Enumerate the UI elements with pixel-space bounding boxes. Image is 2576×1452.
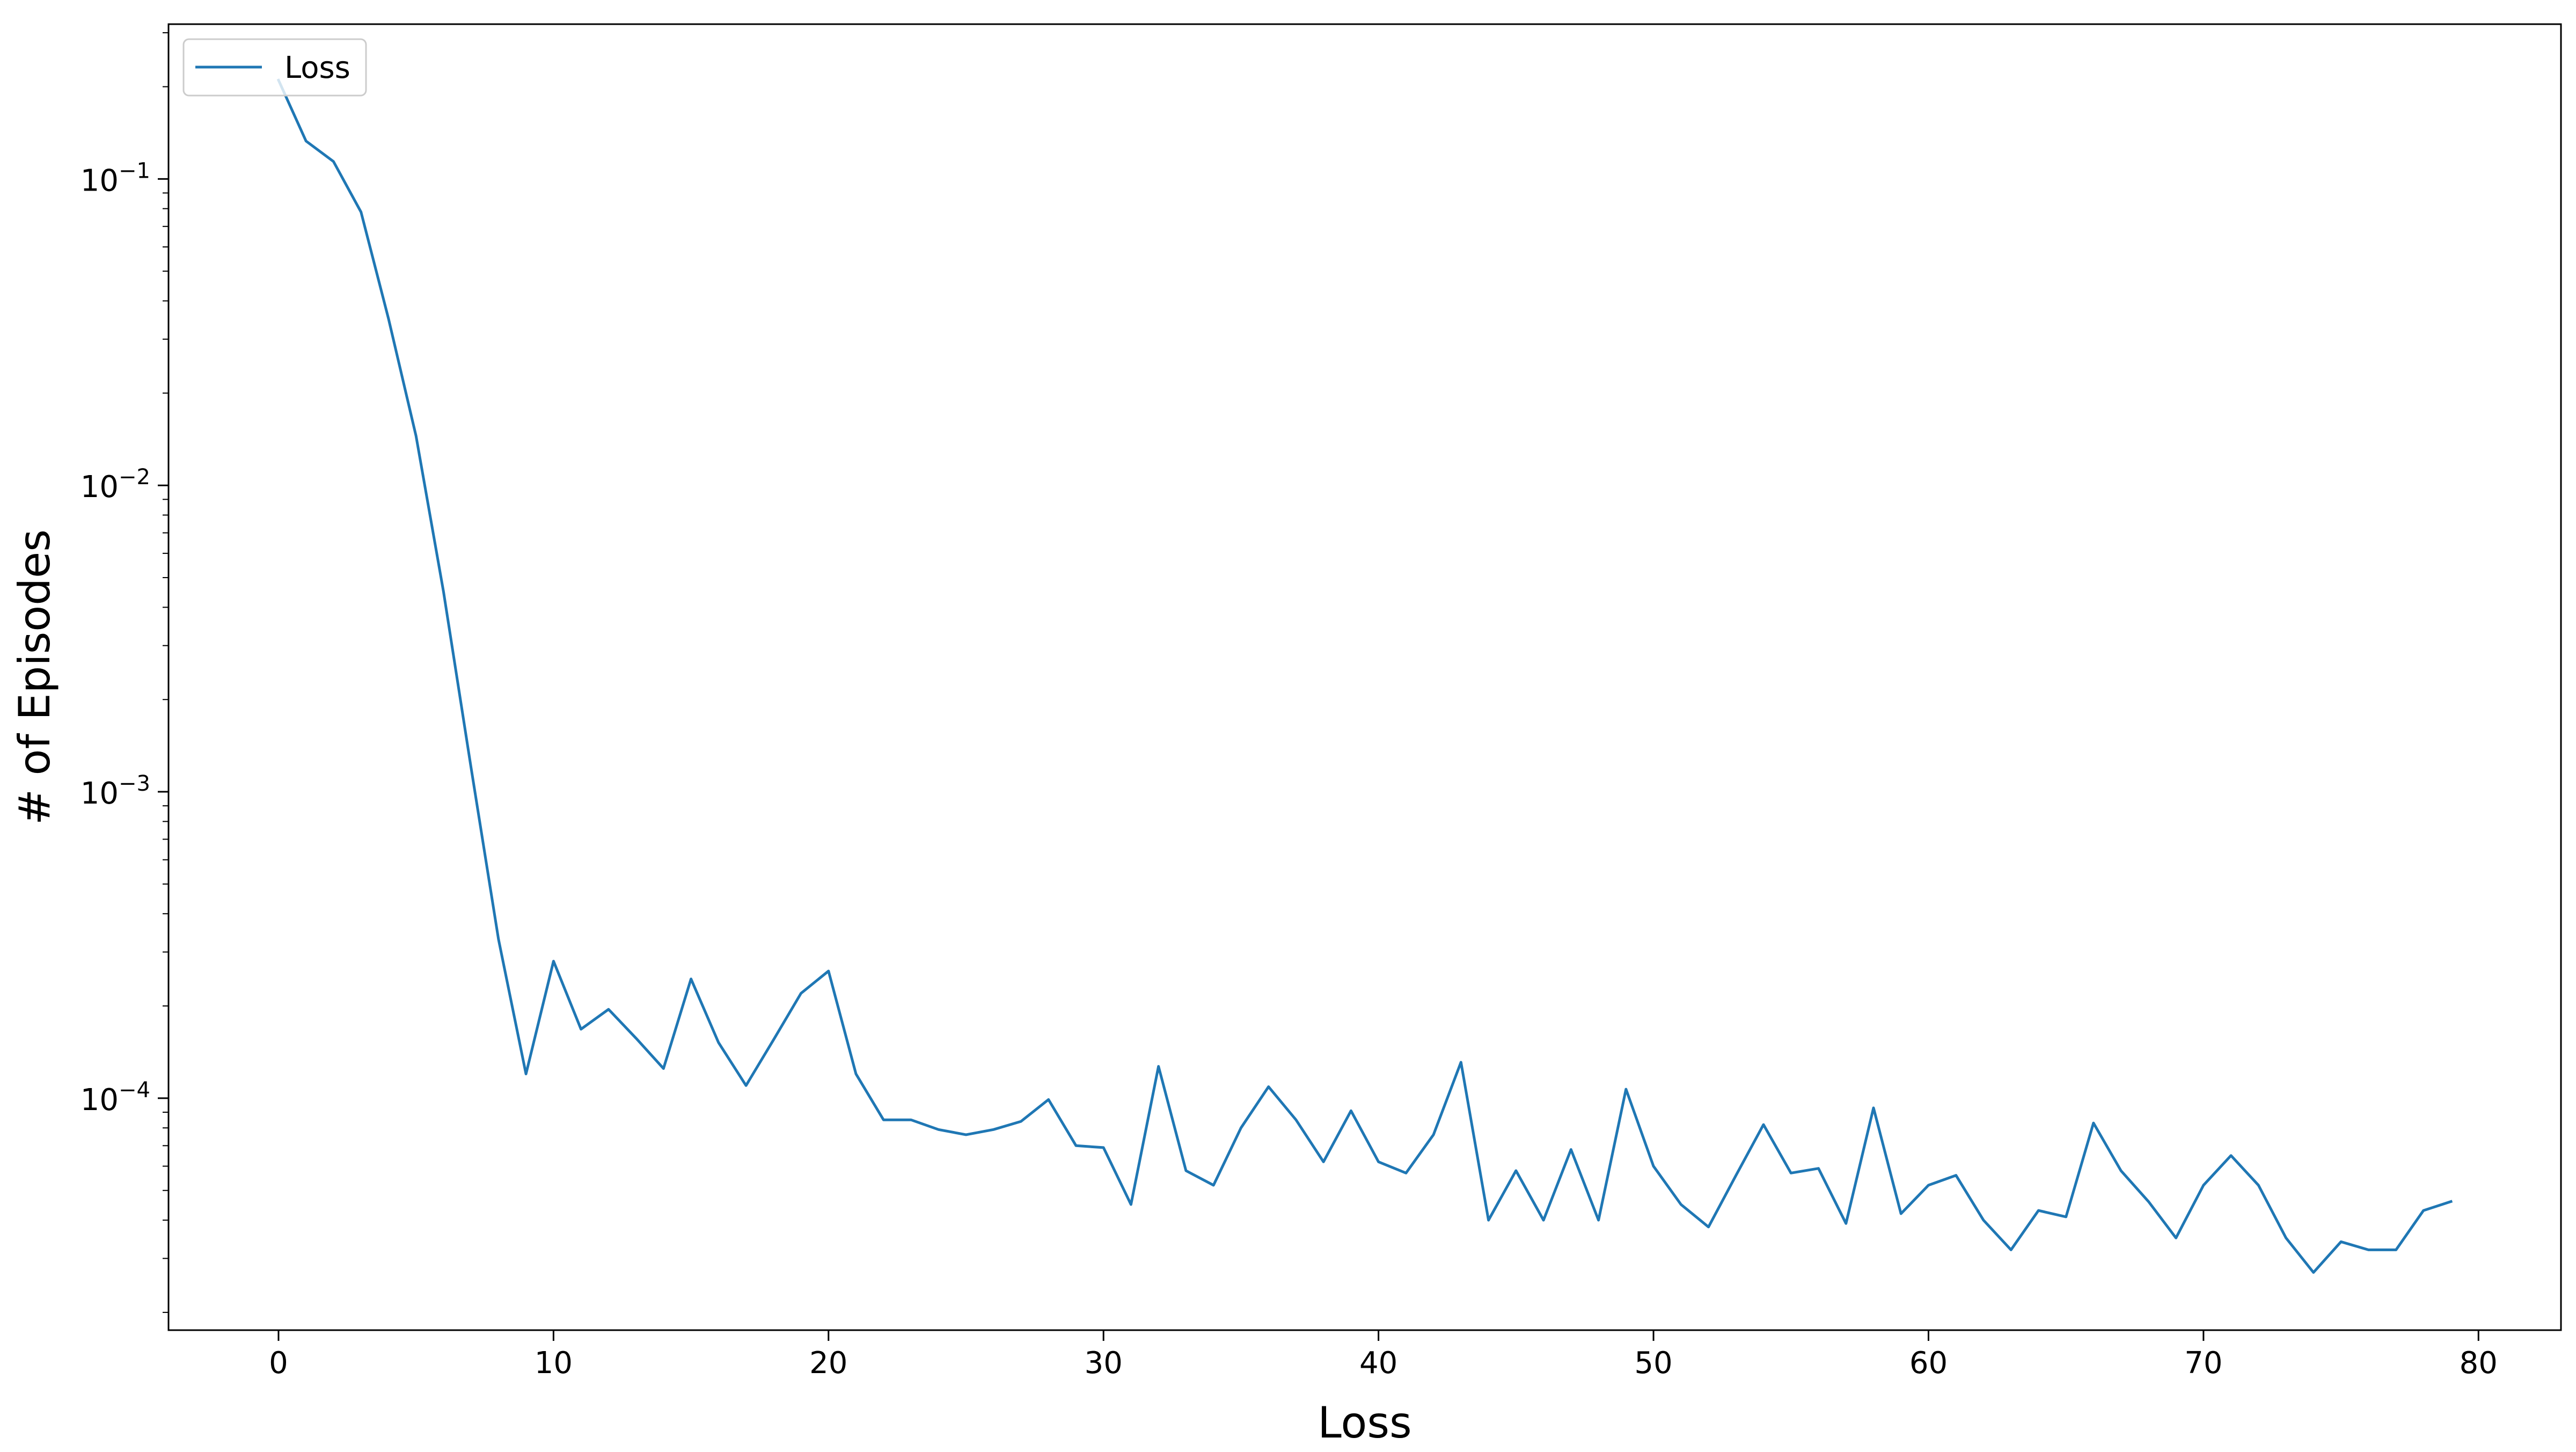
- series-layer: [276, 78, 2453, 1274]
- y-tick-label: 10−1: [80, 158, 150, 198]
- legend: Loss: [182, 38, 367, 97]
- plot-frame: [167, 23, 2562, 1331]
- x-tick-label: 0: [269, 1346, 288, 1381]
- series-line-loss: [276, 78, 2453, 1274]
- x-axis-label: Loss: [1318, 1398, 1411, 1448]
- x-tick-label: 60: [1909, 1346, 1948, 1381]
- x-tick-label: 10: [535, 1346, 573, 1381]
- ticks-layer: 0 10 20 30 40 50 60 70 80 10−1 10−2 10−3 10−4: [80, 32, 2498, 1381]
- x-tick-label: 40: [1359, 1346, 1397, 1381]
- y-tick-label: 10−2: [80, 465, 150, 505]
- y-tick-label: 10−3: [80, 771, 150, 811]
- legend-box: [182, 38, 367, 97]
- x-tick-label: 30: [1085, 1346, 1123, 1381]
- x-tick-label: 80: [2460, 1346, 2498, 1381]
- legend-label-loss: Loss: [284, 50, 350, 85]
- x-tick-label: 70: [2184, 1346, 2222, 1381]
- x-tick-label: 20: [809, 1346, 847, 1381]
- x-tick-label: 50: [1634, 1346, 1672, 1381]
- y-tick-label: 10−4: [80, 1078, 150, 1118]
- y-axis-label: # of Episodes: [10, 529, 60, 825]
